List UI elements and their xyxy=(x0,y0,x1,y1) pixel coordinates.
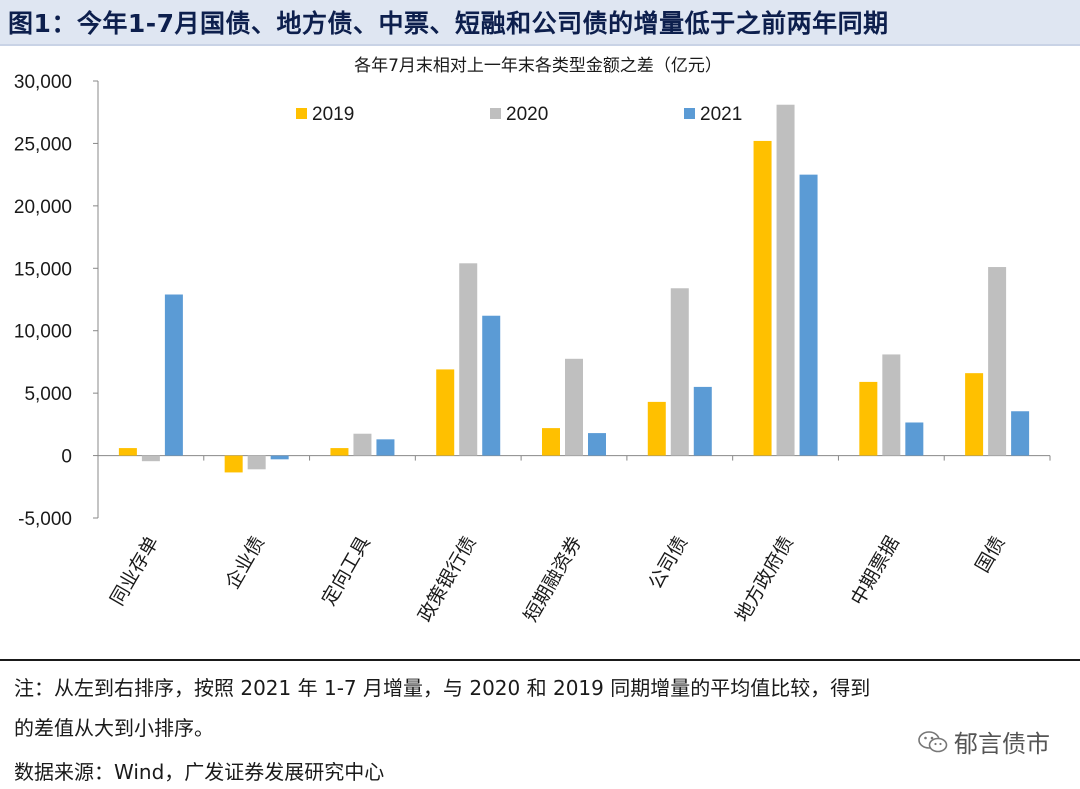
legend-label-2021: 2021 xyxy=(700,104,742,125)
y-tick-label: 10,000 xyxy=(14,322,72,343)
bar-2021 xyxy=(588,433,606,456)
y-tick-label: 0 xyxy=(61,447,72,468)
bar-chart: 各年7月末相对上一年末各类型金额之差（亿元） -5,000 0 5,000 10,00… xyxy=(14,56,1051,626)
bar-2019 xyxy=(330,448,349,456)
y-tick-label: 25,000 xyxy=(14,134,72,155)
watermark-text: 郁言债市 xyxy=(954,730,1050,758)
chart-bars xyxy=(118,104,1030,473)
x-category-label: 国债 xyxy=(971,533,1009,577)
bar-2021 xyxy=(164,294,183,456)
bar-2020 xyxy=(247,455,266,470)
bar-2019 xyxy=(118,448,137,456)
bar-2019 xyxy=(224,455,243,473)
bar-2021 xyxy=(376,439,395,456)
bar-2020 xyxy=(882,354,901,456)
bar-2020 xyxy=(353,433,372,456)
legend-label-2020: 2020 xyxy=(506,104,548,125)
bar-2019 xyxy=(965,373,984,456)
bar-2021 xyxy=(270,455,289,460)
note-line-2: 的差值从大到小排序。 xyxy=(14,716,214,740)
figure-title-bar: 图1：今年1-7月国债、地方债、中票、短融和公司债的增量低于之前两年同期 xyxy=(0,0,1080,46)
bar-2021 xyxy=(799,174,818,456)
y-tick-label: 20,000 xyxy=(14,197,72,218)
wechat-icon xyxy=(918,730,948,752)
footnote-divider xyxy=(0,659,1080,661)
x-category-label: 政策银行债 xyxy=(414,533,481,626)
x-category-label: 短期融资券 xyxy=(520,533,587,626)
bar-2020 xyxy=(565,358,583,456)
source-line: 数据来源：Wind，广发证券发展研究中心 xyxy=(14,760,385,784)
bar-2020 xyxy=(776,104,795,456)
note-line-1: 注：从左到右排序，按照 2021 年 1-7 月增量，与 2020 和 2019… xyxy=(14,676,871,700)
y-tick-label: 5,000 xyxy=(24,384,72,405)
bar-2020 xyxy=(141,455,160,462)
legend-swatch-2020 xyxy=(490,108,501,119)
x-category-label: 地方政府债 xyxy=(731,533,798,626)
bar-2019 xyxy=(436,369,455,456)
legend-label-2019: 2019 xyxy=(312,104,354,125)
x-category-label: 中期票据 xyxy=(847,533,904,610)
y-tick-label: 15,000 xyxy=(14,259,72,280)
y-tick-label: -5,000 xyxy=(18,509,72,530)
x-category-label: 定向工具 xyxy=(318,533,375,610)
figure-title: 图1：今年1-7月国债、地方债、中票、短融和公司债的增量低于之前两年同期 xyxy=(8,9,889,38)
bar-2019 xyxy=(647,401,666,456)
x-category-label: 企业债 xyxy=(221,533,269,593)
bar-2021 xyxy=(693,386,712,456)
x-category-label: 同业存单 xyxy=(106,533,163,610)
bar-2019 xyxy=(753,140,772,456)
chart-legend: 2019 2020 2021 xyxy=(296,104,742,125)
bar-2019 xyxy=(859,381,878,456)
legend-swatch-2021 xyxy=(684,108,695,119)
bar-2021 xyxy=(905,422,924,456)
bar-2020 xyxy=(459,263,478,456)
bar-2021 xyxy=(1011,411,1030,456)
watermark: 郁言债市 xyxy=(918,724,1050,759)
bar-2019 xyxy=(542,428,560,456)
y-tick-label: 30,000 xyxy=(14,72,72,93)
bar-2020 xyxy=(988,267,1007,456)
chart-title: 各年7月末相对上一年末各类型金额之差（亿元） xyxy=(354,56,722,76)
bar-2020 xyxy=(670,288,689,456)
bar-2021 xyxy=(482,315,501,456)
x-category-label: 公司债 xyxy=(645,533,693,593)
legend-swatch-2019 xyxy=(296,108,307,119)
